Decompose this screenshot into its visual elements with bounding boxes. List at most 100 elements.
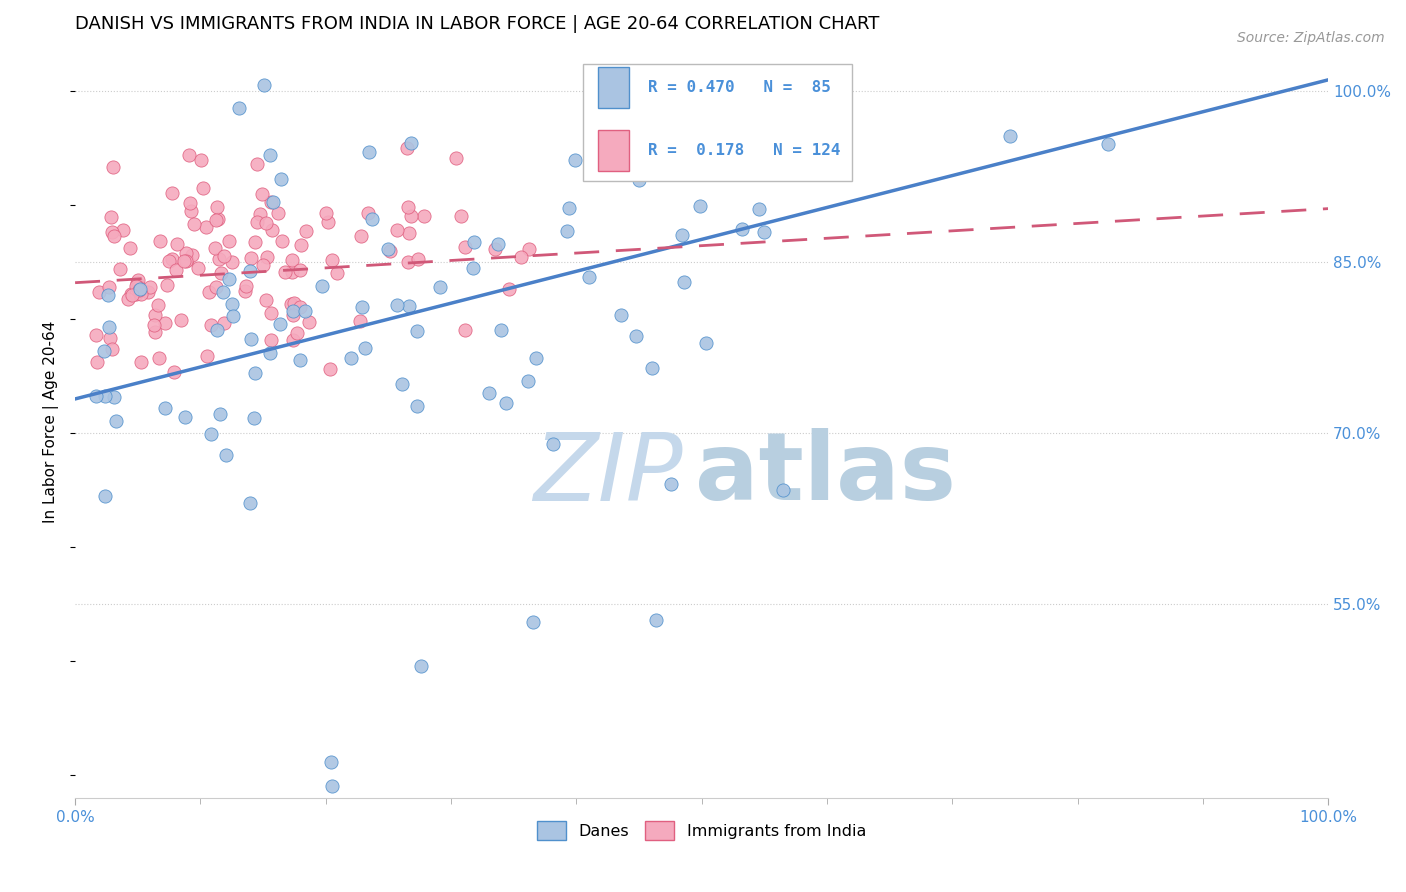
- Immigrants from India: [157, 253, 180, 268]
- Immigrants from India: [191, 181, 214, 195]
- Immigrants from India: [125, 287, 148, 301]
- Immigrants from India: [176, 252, 198, 267]
- Immigrants from India: [283, 296, 305, 310]
- Immigrants from India: [298, 315, 321, 329]
- Danes: [522, 615, 544, 629]
- Danes: [340, 351, 363, 365]
- Danes: [243, 410, 266, 425]
- Immigrants from India: [212, 249, 235, 263]
- Danes: [627, 172, 650, 186]
- Immigrants from India: [395, 140, 418, 154]
- Immigrants from India: [174, 245, 197, 260]
- Danes: [671, 227, 693, 242]
- Immigrants from India: [131, 287, 153, 301]
- Immigrants from India: [195, 350, 218, 364]
- Immigrants from India: [406, 252, 429, 267]
- Legend: Danes, Immigrants from India: Danes, Immigrants from India: [530, 815, 873, 847]
- Immigrants from India: [212, 316, 235, 330]
- Immigrants from India: [190, 153, 212, 168]
- Danes: [641, 361, 664, 376]
- Immigrants from India: [120, 286, 142, 301]
- Danes: [239, 332, 262, 346]
- Immigrants from India: [290, 300, 312, 314]
- Text: DANISH VS IMMIGRANTS FROM INDIA IN LABOR FORCE | AGE 20-64 CORRELATION CHART: DANISH VS IMMIGRANTS FROM INDIA IN LABOR…: [75, 15, 880, 33]
- Immigrants from India: [412, 209, 434, 223]
- Immigrants from India: [205, 200, 228, 214]
- Danes: [221, 297, 243, 311]
- Immigrants from India: [180, 204, 202, 219]
- Danes: [209, 408, 232, 422]
- Danes: [281, 304, 304, 318]
- Immigrants from India: [221, 255, 243, 269]
- Danes: [377, 242, 399, 256]
- Immigrants from India: [205, 213, 228, 227]
- Immigrants from India: [101, 342, 124, 356]
- Immigrants from India: [446, 152, 468, 166]
- Immigrants from India: [249, 207, 271, 221]
- Danes: [672, 276, 695, 290]
- Danes: [218, 272, 240, 286]
- Danes: [624, 329, 647, 343]
- Immigrants from India: [510, 250, 533, 264]
- Immigrants from India: [260, 333, 283, 347]
- Immigrants from India: [208, 252, 231, 266]
- Immigrants from India: [204, 241, 226, 255]
- Immigrants from India: [262, 223, 284, 237]
- Danes: [94, 489, 117, 503]
- Immigrants from India: [136, 285, 159, 299]
- Danes: [259, 346, 281, 360]
- Immigrants from India: [349, 229, 371, 244]
- Immigrants from India: [187, 260, 209, 275]
- Danes: [129, 282, 152, 296]
- Danes: [93, 344, 115, 359]
- FancyBboxPatch shape: [582, 64, 852, 181]
- Immigrants from India: [110, 262, 132, 277]
- Immigrants from India: [103, 161, 125, 175]
- Danes: [463, 235, 485, 249]
- Immigrants from India: [288, 262, 311, 277]
- Immigrants from India: [143, 325, 166, 339]
- Immigrants from India: [453, 323, 475, 337]
- Immigrants from India: [454, 239, 477, 253]
- Immigrants from India: [270, 234, 292, 248]
- Immigrants from India: [156, 277, 179, 292]
- Immigrants from India: [165, 262, 187, 277]
- Danes: [211, 285, 233, 299]
- Danes: [555, 224, 578, 238]
- Immigrants from India: [179, 195, 201, 210]
- Immigrants from India: [100, 211, 122, 225]
- Immigrants from India: [180, 248, 202, 262]
- Immigrants from India: [170, 312, 193, 326]
- Danes: [387, 298, 409, 312]
- Immigrants from India: [146, 298, 169, 312]
- Immigrants from India: [233, 284, 256, 298]
- Danes: [350, 300, 373, 314]
- Danes: [398, 300, 420, 314]
- Danes: [361, 212, 384, 227]
- Danes: [478, 386, 501, 401]
- Danes: [772, 483, 794, 497]
- Danes: [1097, 137, 1119, 152]
- Danes: [262, 194, 284, 209]
- Bar: [598, 130, 628, 171]
- Danes: [696, 113, 718, 128]
- Immigrants from India: [194, 220, 217, 235]
- Immigrants from India: [127, 273, 149, 287]
- Immigrants from India: [163, 365, 186, 379]
- Danes: [558, 201, 581, 215]
- Danes: [153, 401, 176, 415]
- Immigrants from India: [128, 283, 150, 297]
- Immigrants from India: [260, 194, 283, 209]
- Immigrants from India: [148, 234, 170, 248]
- Immigrants from India: [246, 215, 269, 229]
- Immigrants from India: [250, 187, 273, 202]
- Danes: [354, 342, 377, 356]
- Danes: [173, 409, 195, 424]
- Danes: [270, 171, 292, 186]
- Immigrants from India: [129, 355, 152, 369]
- Danes: [321, 780, 343, 794]
- Danes: [93, 389, 115, 403]
- Immigrants from India: [139, 280, 162, 294]
- Danes: [239, 264, 262, 278]
- Immigrants from India: [357, 205, 380, 219]
